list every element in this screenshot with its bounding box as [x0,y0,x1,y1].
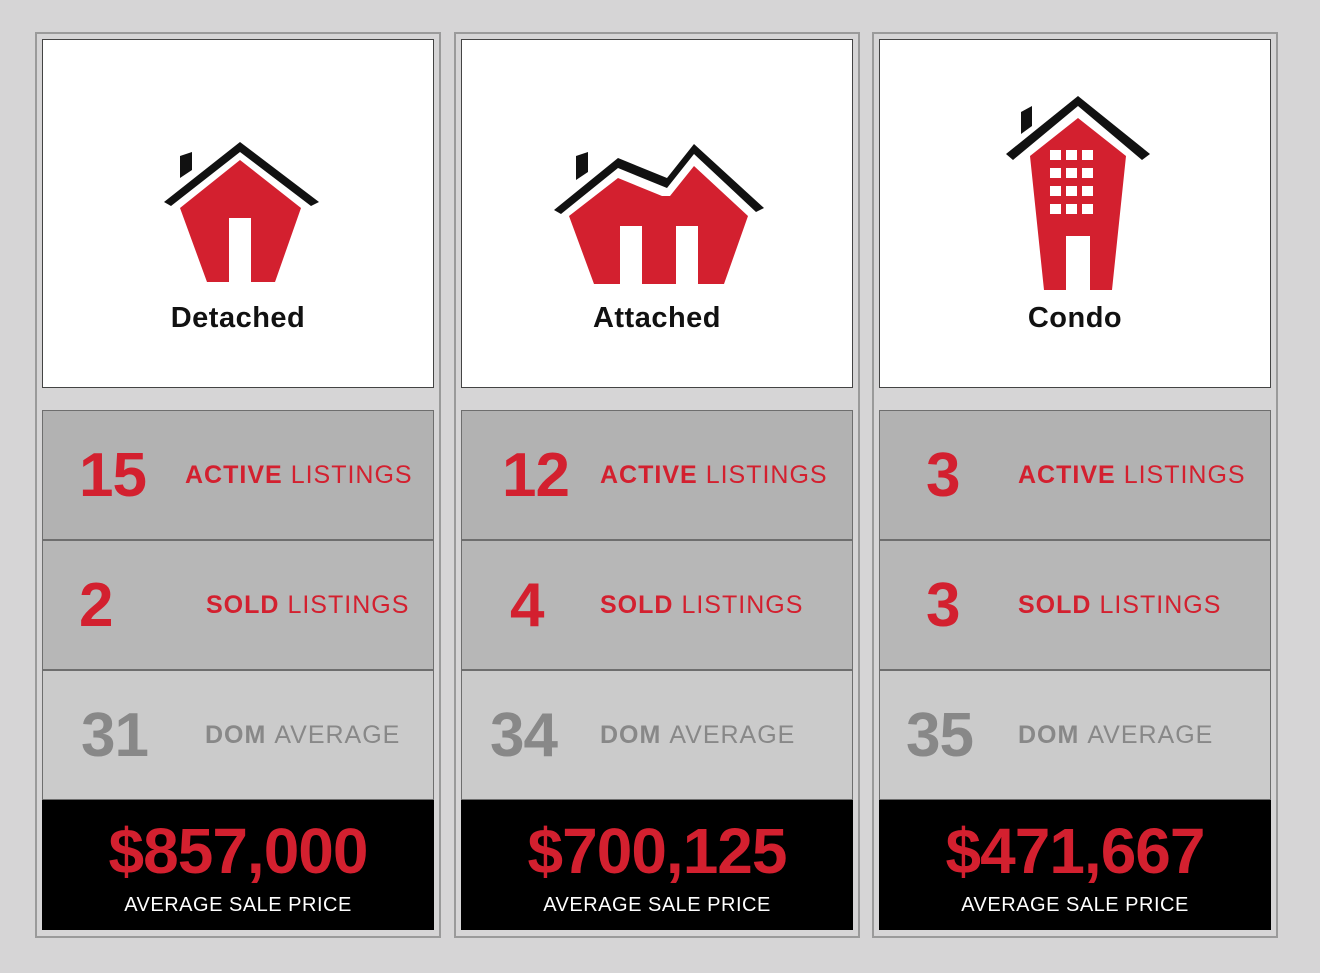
dom-value: 34 [490,700,558,770]
active-listings-label: ACTIVE LISTINGS [185,460,413,489]
condo-building-icon [1006,96,1150,290]
dom-average-label: DOM AVERAGE [1018,720,1214,749]
active-count: 15 [79,440,147,510]
dom-average-label: DOM AVERAGE [205,720,401,749]
average-sale-price: $700,125 [527,815,788,887]
average-sale-price-box: $471,667 AVERAGE SALE PRICE [879,800,1271,930]
condo-header: Condo [879,39,1271,388]
average-sale-price-label: AVERAGE SALE PRICE [961,894,1189,916]
condo-column: Condo 3 ACTIVE LISTINGS 3 SOLD LISTINGS 35… [872,32,1278,938]
sold-count: 3 [926,570,960,640]
dom-average-row: 31 DOM AVERAGE [42,670,434,800]
active-listings-row: 12 ACTIVE LISTINGS [461,410,853,540]
property-type-label: Detached [170,302,306,334]
sold-listings-row: 3 SOLD LISTINGS [879,540,1271,670]
active-listings-row: 3 ACTIVE LISTINGS [879,410,1271,540]
active-count: 3 [926,440,960,510]
active-listings-row: 15 ACTIVE LISTINGS [42,410,434,540]
property-type-label: Attached [592,302,722,334]
sold-count: 2 [79,570,113,640]
dom-average-row: 34 DOM AVERAGE [461,670,853,800]
sold-listings-row: 2 SOLD LISTINGS [42,540,434,670]
average-sale-price-box: $700,125 AVERAGE SALE PRICE [461,800,853,930]
property-type-label: Condo [1027,302,1123,334]
dom-average-row: 35 DOM AVERAGE [879,670,1271,800]
detached-header: Detached [42,39,434,388]
average-sale-price: $857,000 [108,815,369,887]
attached-header: Attached [461,39,853,388]
sold-count: 4 [510,570,544,640]
dom-value: 31 [81,700,149,770]
sold-listings-row: 4 SOLD LISTINGS [461,540,853,670]
attached-house-icon [554,144,764,284]
sold-listings-label: SOLD LISTINGS [206,590,410,619]
detached-house-icon [164,142,319,282]
average-sale-price-label: AVERAGE SALE PRICE [124,894,352,916]
active-listings-label: ACTIVE LISTINGS [1018,460,1246,489]
sold-listings-label: SOLD LISTINGS [600,590,804,619]
average-sale-price: $471,667 [945,815,1206,887]
sold-listings-label: SOLD LISTINGS [1018,590,1222,619]
average-sale-price-box: $857,000 AVERAGE SALE PRICE [42,800,434,930]
active-listings-label: ACTIVE LISTINGS [600,460,828,489]
dom-average-label: DOM AVERAGE [600,720,796,749]
attached-column: Attached 12 ACTIVE LISTINGS 4 SOLD LISTING… [454,32,860,938]
average-sale-price-label: AVERAGE SALE PRICE [543,894,771,916]
detached-column: Detached 15 ACTIVE LISTINGS 2 SOLD LISTING… [35,32,441,938]
active-count: 12 [502,440,570,510]
dom-value: 35 [906,700,974,770]
